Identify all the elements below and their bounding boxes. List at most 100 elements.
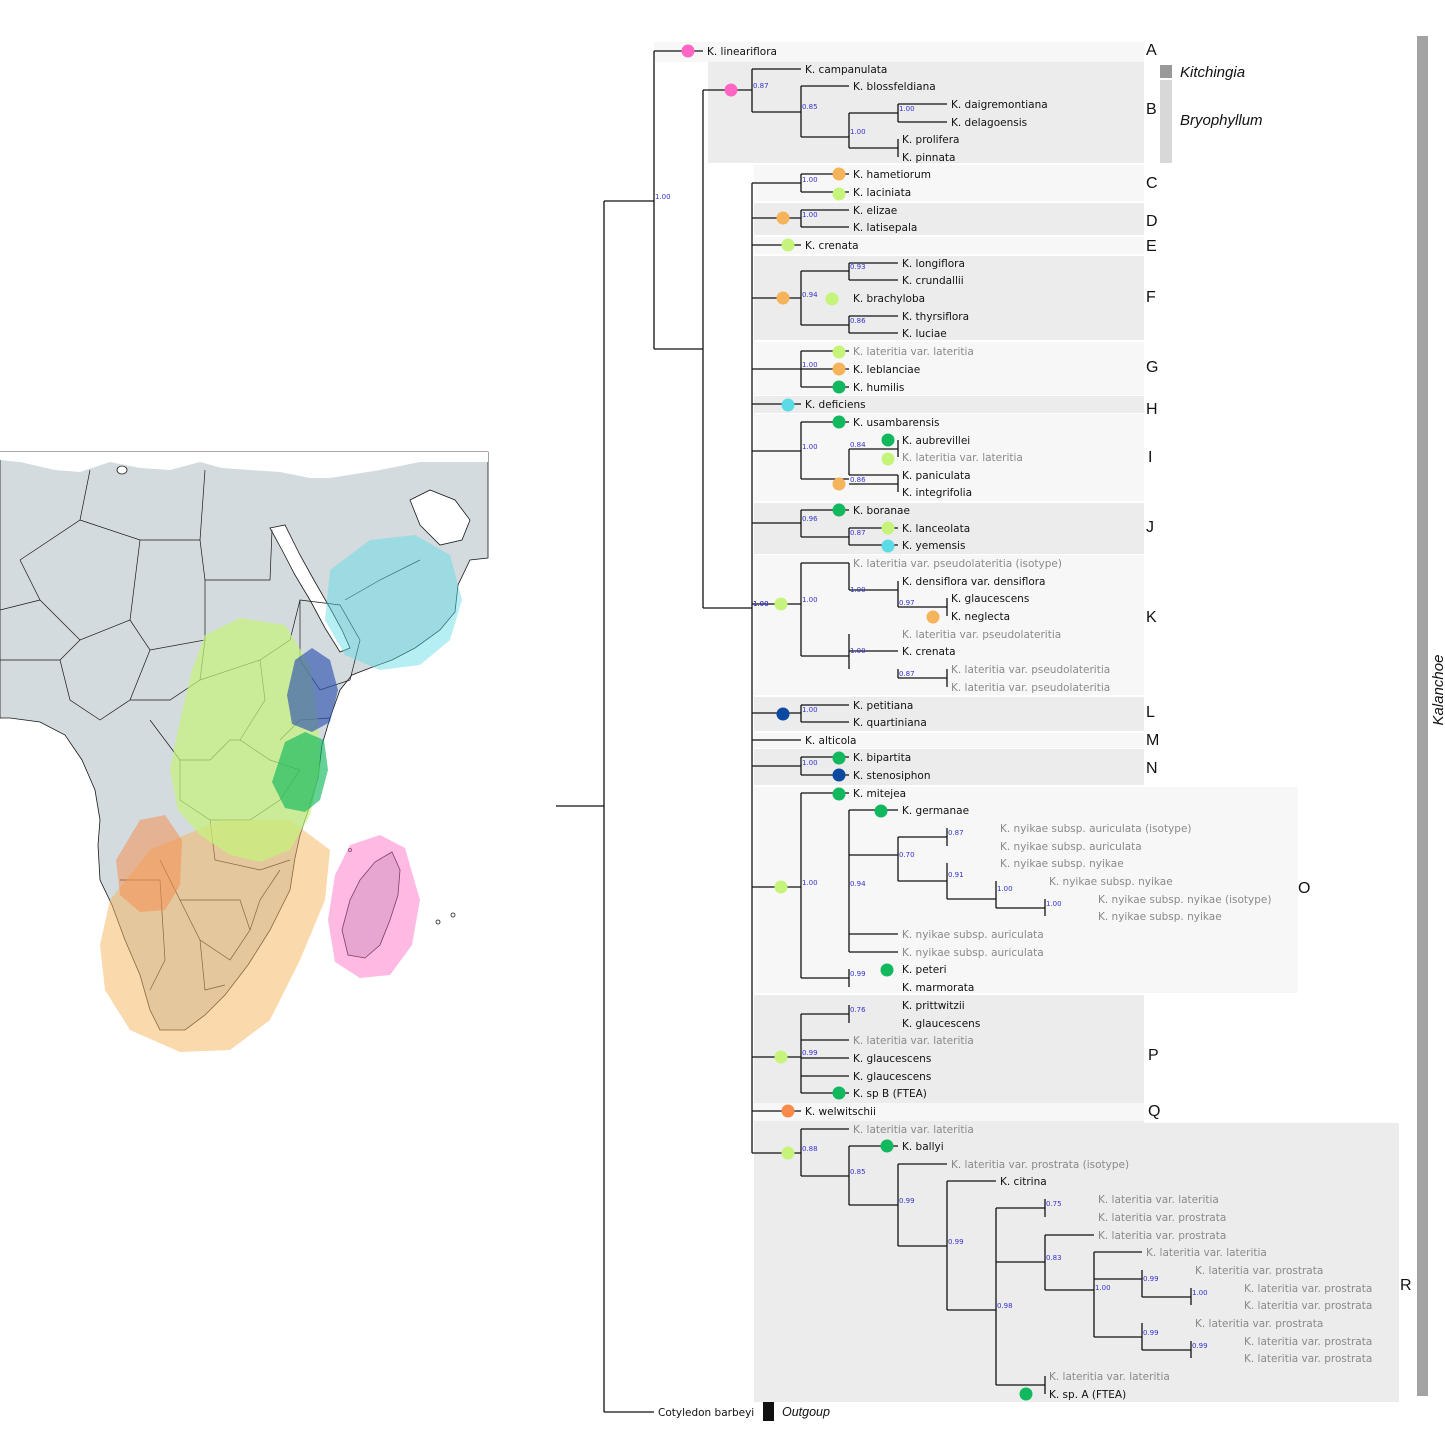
clade-bands — [654, 42, 1399, 1402]
tip-label: K. boranae — [853, 505, 910, 517]
tip-label: K. crundallii — [902, 275, 964, 287]
tip-label: K. nyikae subsp. nyikae — [1000, 858, 1124, 870]
tip-label: K. deficiens — [805, 399, 866, 411]
region-dot-orange — [832, 362, 846, 376]
clade-band-C — [754, 165, 1144, 201]
clade-band-I — [754, 414, 1144, 501]
support-value: 0.87 — [899, 670, 915, 678]
clade-letter-G: G — [1146, 359, 1158, 376]
tip-label: K. crenata — [805, 240, 859, 252]
tip-label: K. nyikae subsp. nyikae — [1049, 876, 1173, 888]
tip-label: K. stenosiphon — [853, 770, 930, 782]
clade-letter-R: R — [1400, 1277, 1412, 1294]
tip-label: K. quartiniana — [853, 717, 927, 729]
tip-label: K. hametiorum — [853, 169, 931, 181]
tip-label: K. usambarensis — [853, 417, 940, 429]
region-dot-lime — [781, 238, 795, 252]
region-dot-pink — [681, 44, 695, 58]
clade-letter-P: P — [1148, 1047, 1159, 1064]
support-value: 1.00 — [899, 105, 915, 113]
clade-letter-B: B — [1146, 101, 1157, 118]
tip-label: K. mitejea — [853, 788, 906, 800]
region-dot-navy — [832, 768, 846, 782]
tip-label: Cotyledon barbeyi — [658, 1407, 754, 1419]
support-value: 0.97 — [899, 599, 915, 607]
tip-label: K. bipartita — [853, 752, 911, 764]
support-value: 0.94 — [802, 291, 818, 299]
support-value: 1.00 — [753, 600, 769, 608]
clade-letter-I: I — [1148, 449, 1152, 466]
region-dot-lime — [774, 880, 788, 894]
tip-label: K. latisepala — [853, 222, 917, 234]
region-dot-green — [832, 751, 846, 765]
support-value: 1.00 — [850, 128, 866, 136]
tip-label: K. lateritia var. prostrata — [1098, 1212, 1226, 1224]
clade-letter-M: M — [1146, 732, 1159, 749]
bryophyllum-bar — [1160, 80, 1172, 163]
tip-label: K. nyikae subsp. auriculata (isotype) — [1000, 823, 1192, 835]
support-value: 0.85 — [802, 103, 818, 111]
clade-letter-A: A — [1146, 42, 1157, 59]
region-dot-orange — [776, 291, 790, 305]
region-dot-lime — [881, 452, 895, 466]
africa-map — [0, 451, 489, 1052]
support-value: 0.99 — [802, 1049, 818, 1057]
support-value: 1.00 — [802, 879, 818, 887]
region-dot-green — [874, 804, 888, 818]
tip-label: K. nyikae subsp. auriculata — [902, 947, 1044, 959]
tip-label: K. citrina — [1000, 1176, 1047, 1188]
tip-label: K. thyrsiflora — [902, 311, 969, 323]
region-dot-lime — [781, 1146, 795, 1160]
tip-label: K. paniculata — [902, 470, 971, 482]
bryophyllum-label: Bryophyllum — [1180, 112, 1263, 129]
clade-letter-C: C — [1146, 175, 1158, 192]
region-dot-green — [880, 963, 894, 977]
clade-letters: A B C DE F G H I J K LMN O P Q R — [1146, 42, 1412, 1294]
region-dot-orange — [926, 610, 940, 624]
clade-band-J — [754, 503, 1144, 554]
tip-label: K. glaucescens — [853, 1053, 931, 1065]
support-value: 0.93 — [850, 263, 866, 271]
tip-label: K. sp B (FTEA) — [853, 1088, 927, 1100]
region-dot-lime — [881, 521, 895, 535]
clade-letter-F: F — [1146, 289, 1156, 306]
clade-letter-N: N — [1146, 760, 1158, 777]
tip-label: K. delagoensis — [951, 117, 1027, 129]
tree-branches — [556, 50, 1192, 1413]
support-value: 0.99 — [948, 1238, 964, 1246]
clade-band-D — [754, 203, 1144, 235]
tip-label: K. luciae — [902, 328, 947, 340]
tip-label: K. lateritia var. pseudolateritia — [902, 629, 1061, 641]
support-value: 0.86 — [850, 476, 866, 484]
tip-label: K. integrifolia — [902, 487, 972, 499]
kitchingia-label: Kitchingia — [1180, 64, 1245, 81]
map-islands — [116, 465, 456, 925]
tip-label: K. humilis — [853, 382, 904, 394]
region-dot-navy — [776, 707, 790, 721]
support-value: 0.87 — [948, 829, 964, 837]
persian-gulf — [409, 489, 471, 546]
support-value: 1.00 — [850, 586, 866, 594]
tip-label: K. glaucescens — [951, 593, 1029, 605]
tip-label: K. ballyi — [902, 1141, 944, 1153]
tip-label: K. alticola — [805, 735, 857, 747]
tip-label: K. glaucescens — [902, 1018, 980, 1030]
tip-label: K. lateritia var. lateritia — [853, 1124, 974, 1136]
support-value: 1.00 — [802, 759, 818, 767]
tip-label: K. lateritia var. pseudolateritia — [951, 664, 1110, 676]
clade-band-F — [754, 256, 1144, 340]
region-dot-orange — [776, 211, 790, 225]
tip-label: K. nyikae subsp. auriculata — [1000, 841, 1142, 853]
region-dot-green — [832, 380, 846, 394]
clade-band-Q — [754, 1103, 1144, 1121]
clade-band-N — [754, 749, 1144, 785]
support-value: 1.00 — [1192, 1289, 1208, 1297]
tip-label: K. lineariflora — [707, 46, 777, 58]
tip-label: K. nyikae subsp. auriculata — [902, 929, 1044, 941]
region-dot-green — [832, 415, 846, 429]
tip-labels: K. lineariflora K. campanulata K. blossfel… — [658, 46, 1372, 1419]
tip-label: K. lateritia var. prostrata — [1195, 1318, 1323, 1330]
region-dot-lime — [825, 292, 839, 306]
tip-label: K. lateritia var. lateritia — [853, 1035, 974, 1047]
